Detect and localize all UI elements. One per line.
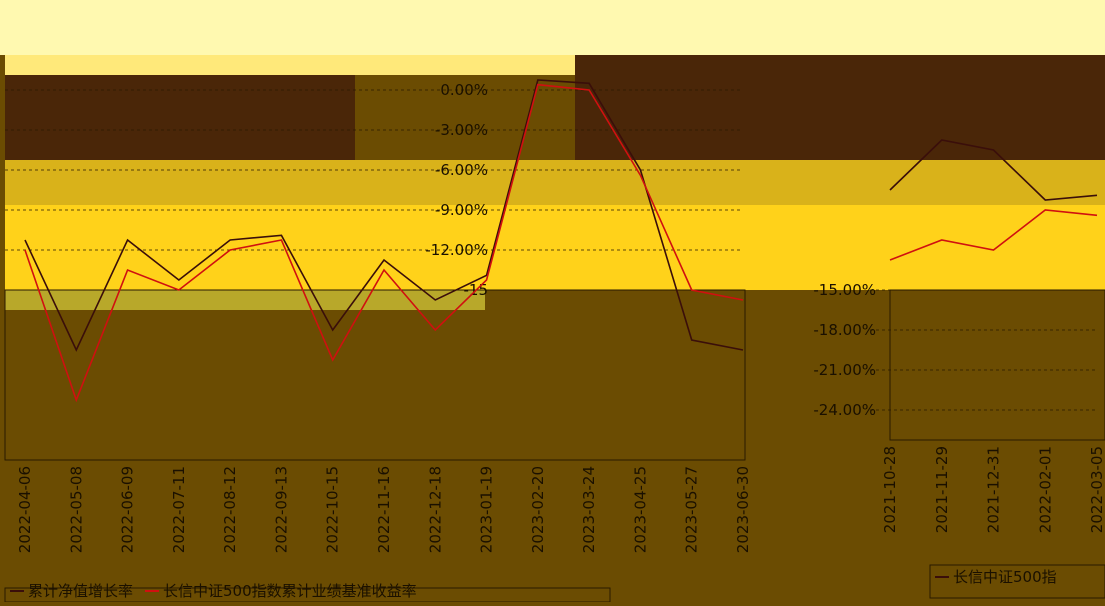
x-tick-label: 2021-12-31 bbox=[985, 446, 1003, 533]
x-tick-label: 2023-02-20 bbox=[529, 466, 547, 553]
y-tick-label: 0.00% bbox=[440, 81, 488, 99]
y-tick-label: -6.00% bbox=[435, 161, 488, 179]
x-tick-label: 2021-11-29 bbox=[933, 446, 951, 533]
x-tick-label: 2023-04-25 bbox=[631, 466, 649, 553]
x-tick-label: 2022-09-13 bbox=[272, 466, 290, 553]
glitch-band bbox=[0, 0, 1105, 55]
glitch-band bbox=[5, 160, 1105, 205]
x-tick-label: 2022-08-12 bbox=[221, 466, 239, 553]
glitch-band bbox=[5, 55, 575, 75]
legend-label: 累计净值增长率 bbox=[28, 582, 133, 600]
glitch-band bbox=[5, 205, 1105, 290]
x-tick-label: 2022-05-08 bbox=[67, 466, 85, 553]
y-tick-label: -3.00% bbox=[435, 121, 488, 139]
y-tick-label: -12.00% bbox=[425, 241, 488, 259]
glitch-band bbox=[5, 290, 485, 310]
x-tick-label: 2023-06-30 bbox=[734, 466, 752, 553]
x-tick-label: 2022-12-18 bbox=[426, 466, 444, 553]
x-tick-label: 2022-10-15 bbox=[324, 466, 342, 553]
chart: 0.00%-3.00%-6.00%-9.00%-12.00%-152022-04… bbox=[0, 0, 1105, 602]
x-tick-label: 2021-10-28 bbox=[881, 446, 899, 533]
glitch-band bbox=[5, 75, 355, 160]
y-tick-label: -18.00% bbox=[813, 321, 876, 339]
x-tick-label: 2023-01-19 bbox=[478, 466, 496, 553]
legend-label: 长信中证500指 bbox=[953, 568, 1057, 586]
x-tick-label: 2022-06-09 bbox=[119, 466, 137, 553]
x-tick-label: 2022-11-16 bbox=[375, 466, 393, 553]
x-tick-label: 2022-03-05 bbox=[1088, 446, 1105, 533]
legend-label: 长信中证500指数累计业绩基准收益率 bbox=[163, 582, 417, 600]
x-tick-label: 2023-05-27 bbox=[683, 466, 701, 553]
x-tick-label: 2022-02-01 bbox=[1036, 446, 1054, 533]
y-tick-label: -15.00% bbox=[813, 281, 876, 299]
x-tick-label: 2022-07-11 bbox=[170, 466, 188, 553]
y-tick-label: -21.00% bbox=[813, 361, 876, 379]
y-tick-label: -9.00% bbox=[435, 201, 488, 219]
x-tick-label: 2022-04-06 bbox=[16, 466, 34, 553]
glitch-band bbox=[575, 55, 1105, 160]
y-tick-label: -24.00% bbox=[813, 401, 876, 419]
x-tick-label: 2023-03-24 bbox=[580, 466, 598, 553]
page: 0.00%-3.00%-6.00%-9.00%-12.00%-152022-04… bbox=[0, 0, 1105, 602]
